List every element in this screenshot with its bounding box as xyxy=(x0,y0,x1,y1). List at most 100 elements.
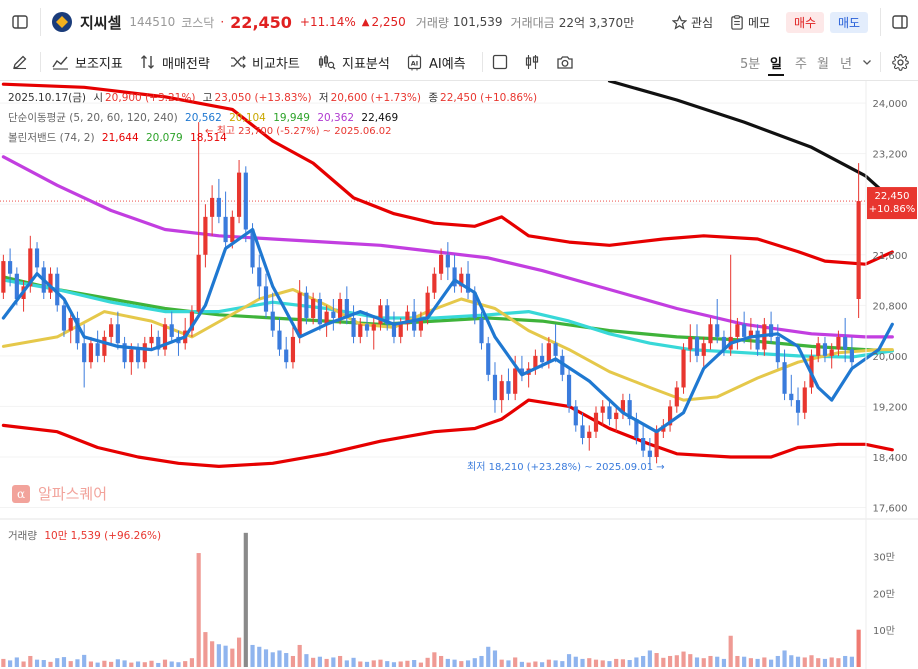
period-dropdown[interactable] xyxy=(862,44,878,80)
settings-button[interactable] xyxy=(892,44,915,80)
candle xyxy=(223,191,228,249)
volume-bar xyxy=(789,655,794,667)
candle xyxy=(115,311,120,350)
volume-bar xyxy=(553,660,558,667)
buy-button[interactable]: 매수 xyxy=(786,12,824,33)
candle xyxy=(331,299,336,331)
ma120-line xyxy=(1,155,894,339)
candle-body xyxy=(88,343,94,363)
bb-mid-line xyxy=(1,278,894,359)
legend-close-label: 종 xyxy=(428,92,439,104)
candle xyxy=(600,400,605,426)
price-tick-label: 19,200 xyxy=(873,402,908,413)
ma240-value: 22,469 xyxy=(361,112,399,124)
candle-body xyxy=(331,311,336,318)
indicator-button[interactable]: 보조지표 xyxy=(52,44,123,80)
candle xyxy=(189,305,195,337)
square-icon xyxy=(492,54,508,70)
volume-bar xyxy=(775,655,780,667)
candle-body xyxy=(223,216,228,243)
candle-body xyxy=(566,374,572,407)
candle-body xyxy=(459,273,464,287)
candle-body xyxy=(506,381,511,394)
volume-bar xyxy=(115,659,120,667)
strategy-button[interactable]: 매매전략 xyxy=(140,44,210,80)
candle xyxy=(566,368,572,413)
volume-bar xyxy=(82,654,87,667)
candle-body xyxy=(513,368,518,394)
screenshot-button[interactable] xyxy=(556,44,580,80)
candle xyxy=(849,336,854,369)
period-week[interactable]: 주 xyxy=(795,56,807,72)
legend-date: 2025.10.17(금) xyxy=(8,92,86,104)
ma-legend[interactable]: 단순이동평균 (5, 20, 60, 120, 240) 20,562 20,1… xyxy=(8,110,402,125)
candle-body xyxy=(694,336,700,356)
candle xyxy=(553,324,558,363)
chart-type-candle-button[interactable] xyxy=(524,44,546,80)
candle xyxy=(277,317,282,356)
compare-button[interactable]: 비교차트 xyxy=(230,44,300,80)
candle-body xyxy=(816,343,821,356)
price-chart[interactable]: 24,00023,20022,40021,60020,80020,00019,2… xyxy=(0,81,918,669)
candle-body xyxy=(856,201,861,299)
candle xyxy=(418,311,423,337)
candle xyxy=(674,381,679,413)
market-label: 코스닥 xyxy=(181,15,215,30)
candle-body xyxy=(297,292,302,337)
chart-type-box-button[interactable] xyxy=(492,44,514,80)
candle xyxy=(479,311,484,350)
candle-body xyxy=(445,254,450,268)
watermark: α 알파스퀘어 xyxy=(12,485,107,503)
indicator-lines xyxy=(1,81,894,468)
volume-bar xyxy=(728,635,733,667)
candle-body xyxy=(573,406,578,426)
analysis-button[interactable]: 지표분석 xyxy=(318,44,390,80)
candle-body xyxy=(849,349,854,363)
volume-bar xyxy=(189,658,195,667)
candle xyxy=(68,311,73,344)
change-up-icon: ▲ xyxy=(361,16,370,28)
volume-bar xyxy=(304,654,309,667)
candle xyxy=(122,336,127,369)
legend-close: 22,450 (+10.86%) xyxy=(440,92,538,104)
candle xyxy=(243,166,248,243)
candle xyxy=(593,406,599,439)
sidebar-toggle[interactable] xyxy=(12,0,28,44)
memo-button[interactable]: 메모 xyxy=(730,0,770,44)
amount-value: 22억 3,370만 xyxy=(558,15,635,30)
analysis-label: 지표분석 xyxy=(342,56,390,72)
amount-label: 거래대금 xyxy=(510,15,555,30)
ma-legend-label: 단순이동평균 (5, 20, 60, 120, 240) xyxy=(8,112,178,124)
period-5min[interactable]: 5분 xyxy=(740,56,761,72)
candle xyxy=(102,330,107,363)
candle-body xyxy=(156,336,161,350)
ma60-value: 19,949 xyxy=(273,112,310,124)
volume-legend-value: 10만 1,539 (+96.26%) xyxy=(44,530,162,542)
sell-button[interactable]: 매도 xyxy=(830,12,868,33)
bb-upper-value: 21,644 xyxy=(101,132,139,144)
candle xyxy=(452,254,457,293)
legend-low: 20,600 (+1.73%) xyxy=(330,92,422,104)
volume-bar xyxy=(8,660,13,667)
shuffle-icon xyxy=(231,55,246,69)
candle-body xyxy=(142,343,147,363)
draw-tool-button[interactable] xyxy=(12,44,34,80)
volume-bar xyxy=(607,661,612,667)
candles-search-icon xyxy=(318,55,336,70)
volume-bar xyxy=(196,553,201,667)
period-day[interactable]: 일 xyxy=(768,44,784,80)
candle xyxy=(856,163,861,318)
period-month[interactable]: 월 xyxy=(817,56,829,72)
candle-body xyxy=(263,286,269,312)
volume-bar xyxy=(526,662,531,667)
candle-body xyxy=(8,261,13,274)
bb-mid-value: 20,079 xyxy=(145,132,183,144)
volume-tick-label: 20만 xyxy=(873,588,895,600)
sidebar-right-toggle[interactable] xyxy=(892,0,908,44)
candle-body xyxy=(735,324,740,337)
period-year[interactable]: 년 xyxy=(840,56,852,72)
candle xyxy=(843,317,848,363)
bb-legend[interactable]: 볼린저밴드 (74, 2) 21,644 20,079 18,514 xyxy=(8,130,231,145)
watch-button[interactable]: 관심 xyxy=(672,0,713,44)
ai-predict-button[interactable]: AI AI예측 xyxy=(406,44,466,80)
